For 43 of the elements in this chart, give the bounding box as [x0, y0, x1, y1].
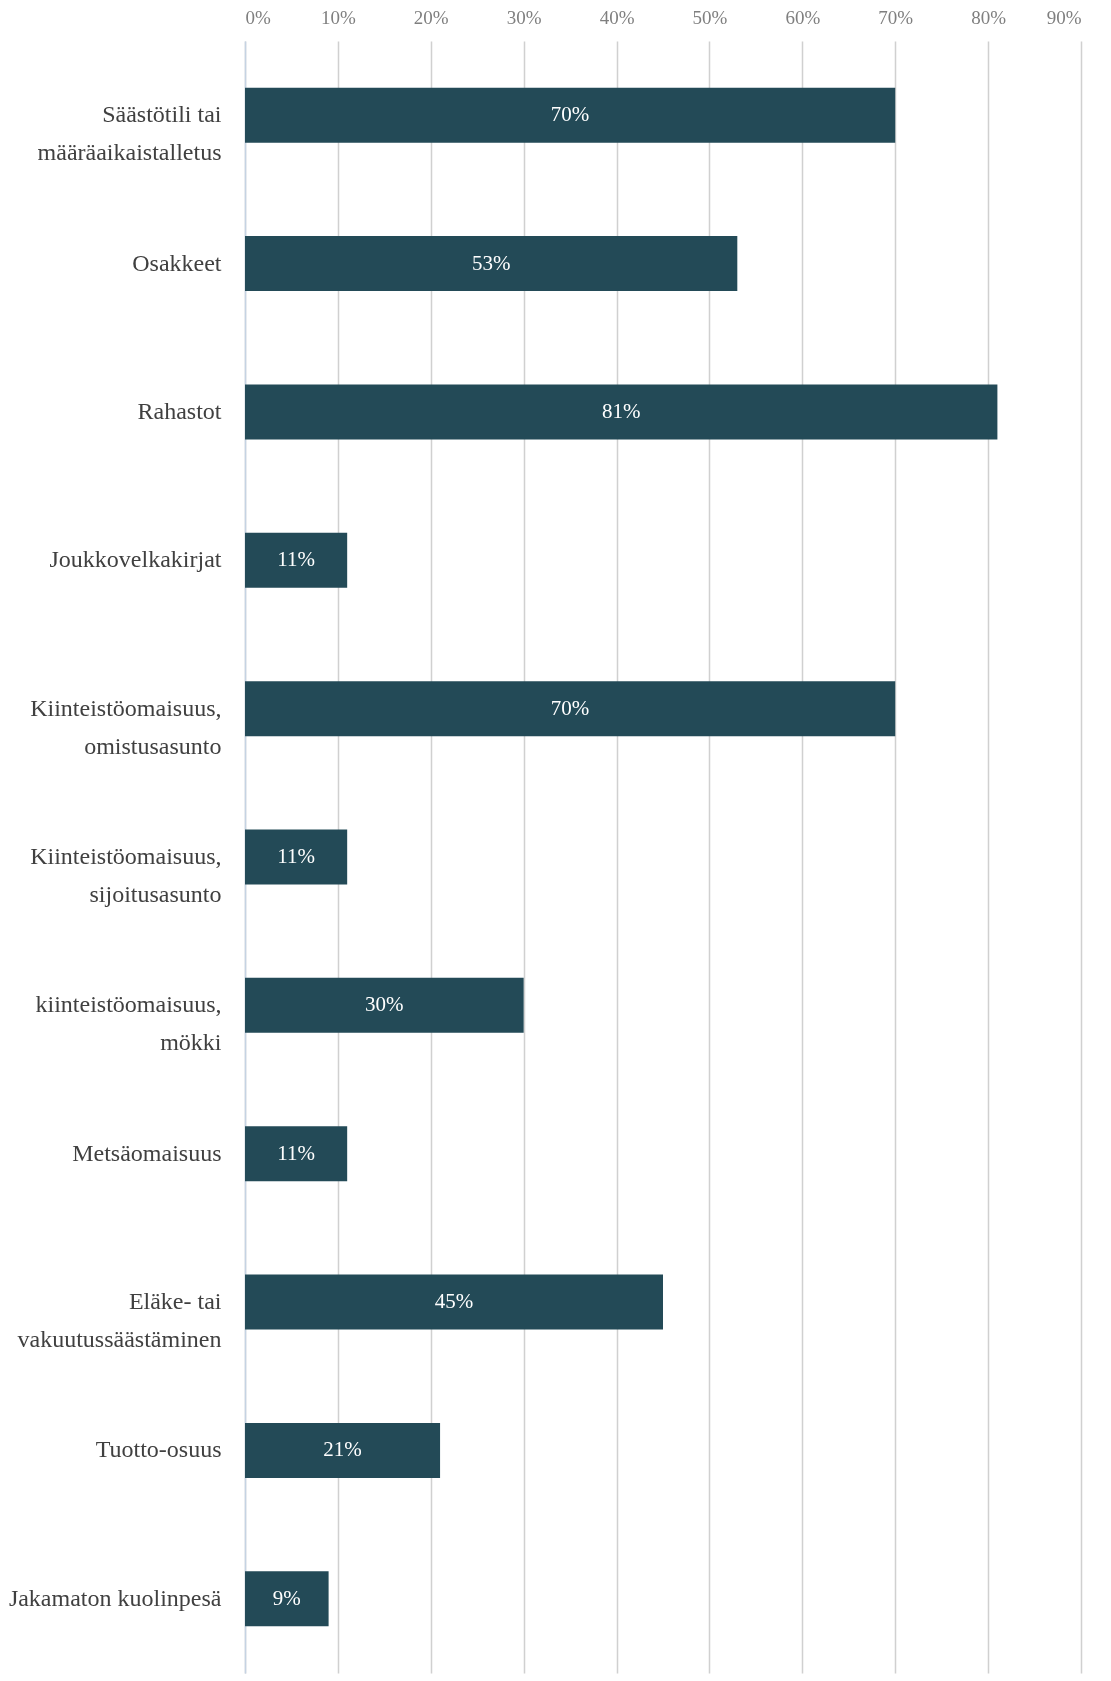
data-label: 45%	[434, 1289, 474, 1314]
bar	[245, 1126, 348, 1182]
y-tick-label: Rahastot	[137, 397, 222, 424]
y-tick-label: Säästötili tai määräaikaistalletus	[37, 101, 222, 166]
x-tick-label: 90%	[1046, 6, 1082, 28]
bar	[245, 977, 524, 1033]
bar	[245, 1422, 441, 1478]
data-label: 11%	[277, 844, 315, 868]
data-label: 11%	[277, 547, 315, 572]
x-tick-label: 20%	[413, 6, 449, 28]
data-label: 30%	[365, 992, 404, 1017]
x-tick-label: 60%	[785, 6, 821, 28]
data-label: 21%	[323, 1437, 362, 1462]
data-label: 70%	[550, 102, 590, 127]
y-tick-label: Jakamaton kuolinpesä	[8, 1584, 222, 1611]
data-label: 11%	[277, 1140, 315, 1165]
y-tick-label: Kiinteistöomaisuus, omistusasunto	[30, 694, 222, 759]
data-label: 53%	[471, 250, 511, 275]
data-label: 9%	[272, 1585, 301, 1610]
bar	[245, 384, 998, 440]
bar	[245, 87, 896, 143]
bar	[245, 236, 738, 292]
x-tick-label: 70%	[878, 6, 914, 28]
bar	[245, 1571, 329, 1627]
bar	[245, 829, 348, 885]
bar	[245, 681, 896, 737]
x-tick-label: 40%	[599, 6, 635, 28]
x-tick-label: 0%	[245, 6, 271, 28]
y-tick-label: Tuotto-osuus	[95, 1436, 222, 1463]
x-tick-label: 80%	[971, 6, 1007, 28]
y-tick-label: Osakkeet	[132, 249, 222, 276]
x-tick-label: 30%	[506, 6, 542, 28]
y-tick-label: Joukkovelkakirjat	[49, 546, 222, 573]
x-tick-label: 50%	[692, 6, 728, 28]
y-tick-label: Kiinteistöomaisuus, sijoitusasunto	[30, 843, 222, 907]
data-label: 70%	[550, 695, 590, 720]
y-tick-label: Metsäomaisuus	[72, 1139, 222, 1166]
x-tick-label: 10%	[320, 6, 356, 28]
bar	[245, 532, 348, 588]
y-tick-label: kiinteistöomaisuus, mökki	[35, 991, 222, 1056]
bar	[245, 1274, 663, 1330]
data-label: 81%	[601, 398, 641, 423]
y-tick-label: Eläke- tai vakuutussäästäminen	[17, 1288, 222, 1353]
